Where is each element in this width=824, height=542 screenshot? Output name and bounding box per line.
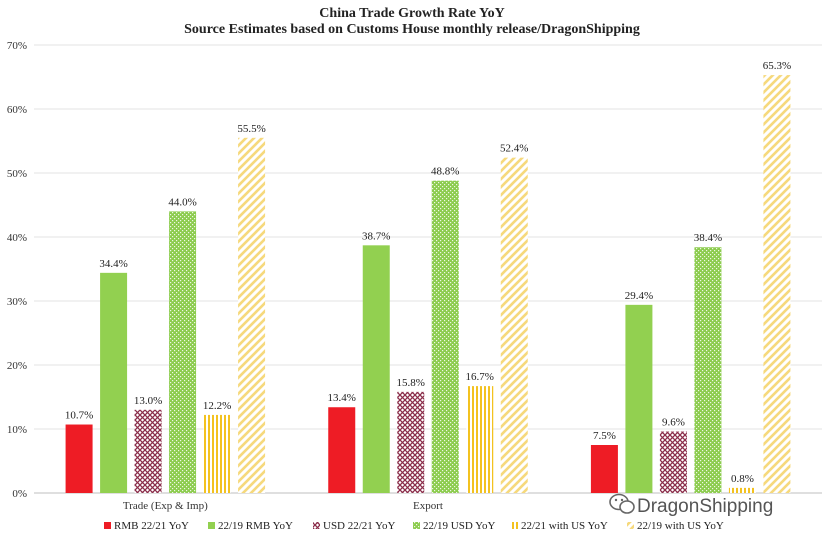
legend-swatch bbox=[511, 522, 518, 529]
chart-subtitle: Source Estimates based on Customs House … bbox=[184, 22, 640, 37]
bar bbox=[362, 245, 390, 493]
legend-swatch bbox=[104, 522, 111, 529]
data-label: 29.4% bbox=[625, 290, 653, 302]
legend-swatch bbox=[413, 522, 420, 529]
data-labels: 10.7% 34.4% 13.0% 44.0% 12.2% 55.5% 13.4% 38.7%… bbox=[65, 60, 791, 485]
bar bbox=[466, 386, 494, 493]
bar bbox=[590, 445, 618, 493]
y-tick-label: 50% bbox=[7, 168, 27, 180]
legend-swatch bbox=[313, 522, 320, 529]
legend-label: 22/19 USD YoY bbox=[423, 520, 495, 532]
gridlines bbox=[34, 44, 822, 494]
y-tick-label: 10% bbox=[7, 424, 27, 436]
y-tick-label: 70% bbox=[7, 40, 27, 52]
data-label: 12.2% bbox=[203, 400, 231, 412]
legend-swatch bbox=[627, 522, 634, 529]
bar bbox=[728, 487, 756, 493]
bar bbox=[134, 409, 162, 493]
y-tick-label: 60% bbox=[7, 104, 27, 116]
bar bbox=[328, 407, 356, 493]
x-category-label: Export bbox=[413, 500, 443, 512]
bar bbox=[431, 180, 459, 493]
bar bbox=[694, 247, 722, 493]
data-label: 13.4% bbox=[328, 392, 356, 404]
legend: RMB 22/21 YoY 22/19 RMB YoY USD 22/21 YoY 2… bbox=[104, 520, 724, 532]
data-label: 7.5% bbox=[593, 430, 616, 442]
bar bbox=[100, 272, 128, 493]
wechat-icon bbox=[609, 493, 635, 514]
bar bbox=[500, 157, 528, 493]
legend-swatch bbox=[208, 522, 215, 529]
legend-label: RMB 22/21 YoY bbox=[114, 520, 189, 532]
data-label: 38.4% bbox=[694, 232, 722, 244]
y-axis: 0% 10% 20% 30% 40% 50% 60% 70% bbox=[7, 40, 27, 500]
legend-label: 22/19 with US YoY bbox=[637, 520, 724, 532]
x-category-label: Trade (Exp & Imp) bbox=[123, 500, 208, 512]
x-axis: Trade (Exp & Imp) Export bbox=[123, 500, 443, 512]
bar bbox=[659, 431, 687, 493]
watermark: DragonShipping bbox=[609, 493, 773, 517]
y-tick-label: 20% bbox=[7, 360, 27, 372]
data-label: 55.5% bbox=[237, 123, 265, 135]
watermark-text: DragonShipping bbox=[637, 496, 773, 517]
legend-label: 22/21 with US YoY bbox=[521, 520, 608, 532]
bar bbox=[625, 304, 653, 493]
bar bbox=[238, 137, 266, 494]
bar bbox=[203, 414, 231, 493]
data-label: 0.8% bbox=[731, 473, 754, 485]
y-tick-label: 0% bbox=[12, 488, 27, 500]
y-tick-label: 40% bbox=[7, 232, 27, 244]
data-label: 9.6% bbox=[662, 417, 685, 429]
chart-title: China Trade Growth Rate YoY bbox=[319, 6, 504, 21]
bar bbox=[397, 391, 425, 493]
legend-label: 22/19 RMB YoY bbox=[218, 520, 293, 532]
data-label: 38.7% bbox=[362, 230, 390, 242]
bar bbox=[763, 75, 791, 493]
data-label: 44.0% bbox=[168, 196, 196, 208]
y-tick-label: 30% bbox=[7, 296, 27, 308]
data-label: 13.0% bbox=[134, 395, 162, 407]
bar bbox=[169, 211, 197, 493]
bars bbox=[65, 75, 791, 494]
data-label: 15.8% bbox=[397, 377, 425, 389]
data-label: 52.4% bbox=[500, 143, 528, 155]
data-label: 34.4% bbox=[99, 258, 127, 270]
data-label: 10.7% bbox=[65, 410, 93, 422]
legend-label: USD 22/21 YoY bbox=[323, 520, 395, 532]
data-label: 65.3% bbox=[763, 60, 791, 72]
bar bbox=[65, 424, 93, 493]
data-label: 48.8% bbox=[431, 166, 459, 178]
data-label: 16.7% bbox=[466, 371, 494, 383]
